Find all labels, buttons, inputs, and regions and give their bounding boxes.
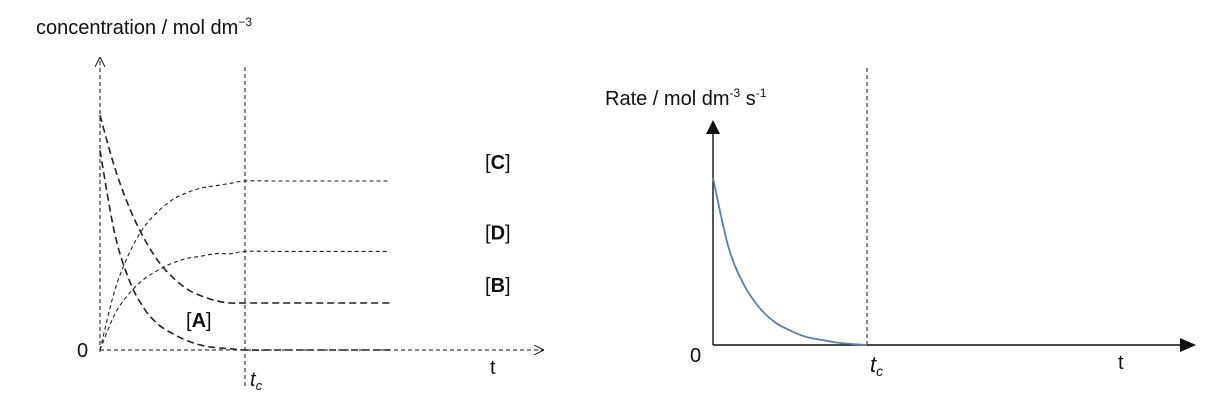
y-axis-arrowhead [706,120,720,134]
y-axis-title: concentration / mol dm−3 [36,15,252,39]
x-axis-title: t [1118,352,1124,374]
series-label-c: [C] [485,152,511,174]
origin-label: 0 [77,340,88,362]
series-line-a [99,150,390,351]
y-axis-title: Rate / mol dm-3 s-1 [605,86,767,110]
series-labels: [A] [B] [C] [D] [186,152,511,332]
tc-label: tc [250,369,263,393]
series-label-a: [A] [186,310,212,332]
x-axis-title: t [490,357,496,379]
rate-chart: Rate / mol dm-3 s-1 0 t tc [605,68,1196,379]
concentration-chart: concentration / mol dm−3 0 t tc [A] [B] [C… [36,15,543,393]
origin-label: 0 [690,345,701,367]
series-label-b: [B] [485,275,511,297]
rate-curve [712,177,868,346]
tc-label: tc [870,352,883,379]
rate-curve-group [712,177,868,346]
concentration-curves [99,114,390,351]
series-line-b [99,114,390,304]
x-axis-arrowhead [1180,338,1196,352]
series-line-d [99,250,390,351]
series-label-d: [D] [485,222,511,244]
